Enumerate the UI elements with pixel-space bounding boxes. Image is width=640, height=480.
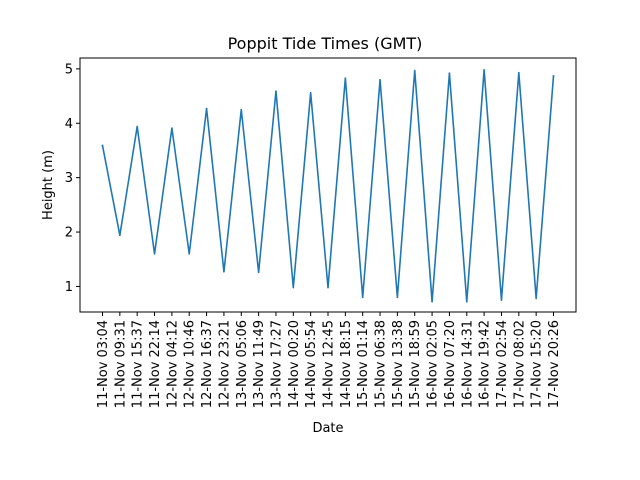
x-tick-label: 16-Nov 07:20: [443, 320, 458, 408]
x-tick-label: 14-Nov 00:20: [287, 320, 302, 408]
data-point: [240, 108, 243, 111]
y-axis-ticks: 1 2 3 4 5: [65, 62, 80, 295]
x-tick-label: 14-Nov 12:45: [322, 320, 337, 408]
x-tick-label: 16-Nov 14:31: [460, 320, 475, 408]
plot-frame: [79, 57, 577, 313]
x-tick-label: 13-Nov 11:49: [252, 320, 267, 408]
data-point: [188, 253, 191, 255]
x-tick-label: 11-Nov 22:14: [148, 320, 163, 408]
data-point: [465, 300, 468, 303]
x-tick-label: 16-Nov 02:05: [426, 320, 441, 408]
x-tick-label: 11-Nov 09:31: [113, 320, 128, 408]
x-axis-ticks: 11-Nov 03:04 11-Nov 09:31 11-Nov 15:37 11-N…: [96, 312, 562, 408]
data-point: [344, 77, 347, 79]
x-axis-label: Date: [312, 421, 343, 436]
data-point: [500, 299, 503, 301]
data-point: [136, 125, 138, 128]
data-point: [552, 75, 555, 77]
x-tick-label: 14-Nov 05:54: [304, 320, 319, 408]
data-point: [153, 253, 156, 255]
x-tick-label: 15-Nov 18:59: [408, 320, 423, 408]
y-axis-label: Height (m): [41, 150, 56, 220]
data-point: [483, 69, 485, 71]
data-point: [171, 127, 173, 129]
data-point: [101, 144, 104, 147]
data-point: [535, 297, 537, 300]
data-point: [413, 69, 416, 72]
x-tick-label: 13-Nov 17:27: [269, 320, 284, 408]
data-point: [431, 300, 433, 303]
data-point: [309, 92, 312, 94]
data-point: [292, 286, 295, 289]
x-tick-label: 12-Nov 04:12: [165, 320, 180, 408]
x-tick-label: 17-Nov 08:02: [512, 320, 527, 408]
y-tick-label: 3: [65, 171, 73, 186]
chart-title: Poppit Tide Times (GMT): [228, 34, 423, 53]
x-tick-label: 15-Nov 13:38: [391, 320, 406, 408]
x-tick-label: 13-Nov 05:06: [235, 320, 250, 408]
data-point: [223, 270, 225, 273]
x-tick-label: 16-Nov 19:42: [478, 320, 493, 408]
data-point: [379, 78, 381, 81]
data-point: [396, 296, 399, 299]
x-tick-label: 17-Nov 02:54: [495, 320, 510, 408]
x-tick-label: 12-Nov 16:37: [200, 320, 215, 408]
x-tick-label: 17-Nov 20:26: [547, 320, 562, 408]
x-tick-label: 15-Nov 06:38: [374, 320, 389, 408]
x-tick-label: 12-Nov 10:46: [183, 320, 198, 408]
plot-area: [101, 69, 555, 303]
data-point: [257, 271, 260, 274]
y-tick-label: 2: [65, 226, 73, 241]
x-tick-label: 12-Nov 23:21: [217, 320, 232, 408]
data-point: [205, 107, 208, 110]
y-tick-label: 1: [65, 280, 73, 295]
data-point: [448, 72, 451, 75]
x-tick-label: 14-Nov 18:15: [339, 320, 354, 408]
x-tick-label: 15-Nov 01:14: [356, 320, 371, 408]
data-point: [119, 234, 121, 237]
data-point: [518, 71, 520, 74]
x-tick-label: 17-Nov 15:20: [530, 320, 545, 408]
data-point: [361, 296, 364, 299]
x-tick-label: 11-Nov 03:04: [96, 320, 111, 408]
y-tick-label: 5: [65, 62, 73, 77]
x-tick-label: 11-Nov 15:37: [131, 320, 146, 408]
data-point: [275, 90, 277, 92]
data-point: [327, 286, 329, 289]
y-tick-label: 4: [65, 117, 73, 132]
